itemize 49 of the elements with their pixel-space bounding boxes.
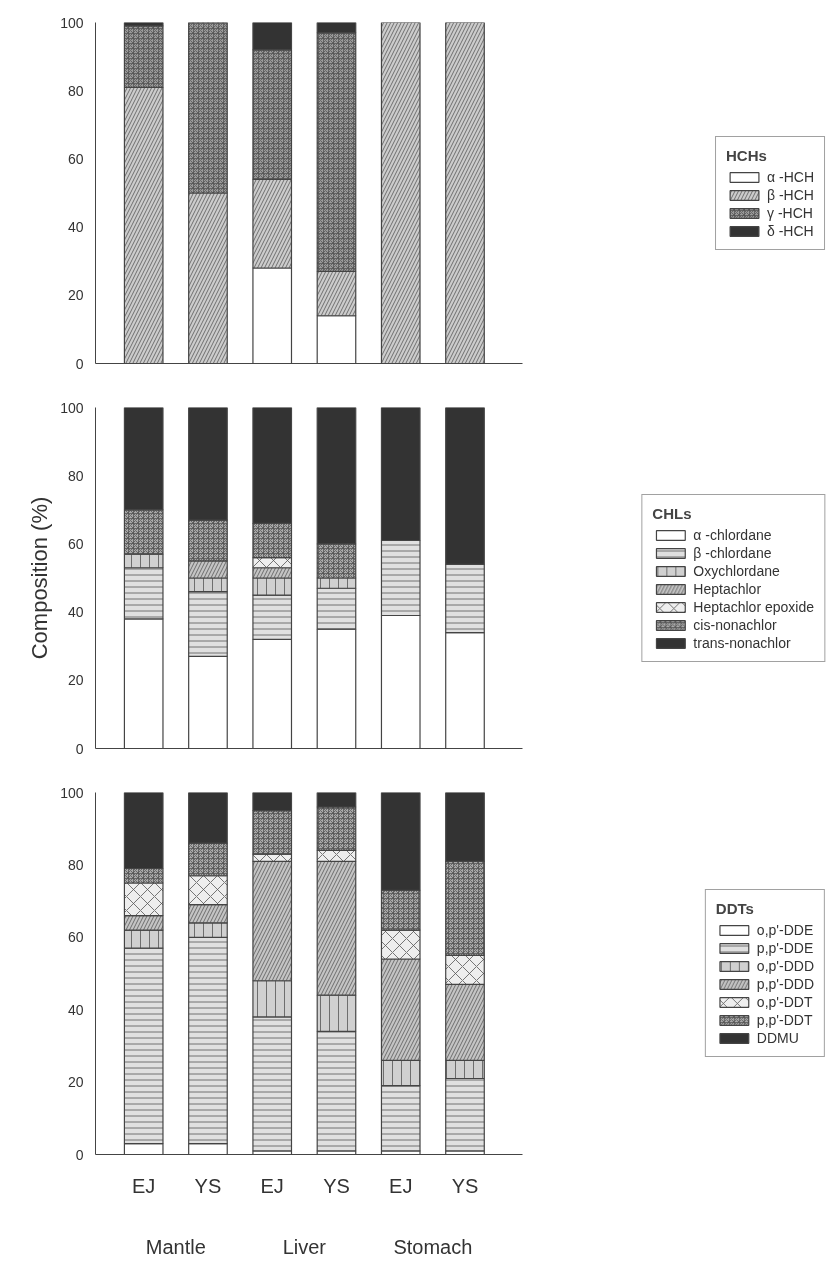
y-tick-label: 100 bbox=[60, 784, 84, 801]
y-tick-label: 20 bbox=[67, 1074, 84, 1091]
x-tick-label: EJ bbox=[132, 1174, 156, 1197]
y-tick-label: 40 bbox=[67, 219, 84, 236]
legend-label: Heptachlor bbox=[693, 580, 762, 597]
legend-label: β -HCH bbox=[767, 186, 814, 203]
y-axis-title: Composition (%) bbox=[27, 496, 53, 660]
x-tick-label: YS bbox=[323, 1174, 350, 1197]
legend-label: α -chlordane bbox=[693, 526, 772, 543]
y-tick-label: 100 bbox=[60, 399, 84, 416]
legend-label: o,p'-DDD bbox=[756, 958, 814, 974]
y-tick-label: 100 bbox=[60, 14, 84, 31]
legend-label: trans-nonachlor bbox=[693, 634, 791, 651]
y-tick-label: 0 bbox=[75, 355, 84, 372]
text: Liver bbox=[282, 1235, 327, 1258]
y-tick-label: 80 bbox=[67, 856, 84, 873]
legend-label: γ -HCH bbox=[767, 204, 813, 221]
y-tick-label: 0 bbox=[75, 1146, 84, 1163]
legend-label: DDMU bbox=[756, 1030, 799, 1046]
text: Mantle bbox=[145, 1235, 206, 1258]
legend-label: cis-nonachlor bbox=[693, 616, 777, 633]
legend-label: o,p'-DDE bbox=[756, 922, 814, 938]
x-tick-label: EJ bbox=[389, 1174, 413, 1197]
legend-title: DDTs bbox=[715, 900, 755, 917]
legend-label: Heptachlor epoxide bbox=[693, 598, 814, 615]
text: Stomach bbox=[393, 1235, 473, 1258]
x-tick-label: EJ bbox=[260, 1174, 284, 1197]
legend-label: Oxychlordane bbox=[693, 562, 780, 579]
legend-label: p,p'-DDD bbox=[756, 976, 814, 992]
legend-label: α -HCH bbox=[767, 168, 814, 185]
legend-label: p,p'-DDE bbox=[756, 940, 814, 956]
y-tick-label: 60 bbox=[67, 535, 84, 552]
legend-label: β -chlordane bbox=[693, 544, 772, 561]
y-tick-label: 20 bbox=[67, 672, 84, 689]
legend-label: o,p'-DDT bbox=[756, 994, 813, 1010]
y-tick-label: 80 bbox=[67, 82, 84, 99]
y-tick-label: 40 bbox=[67, 1001, 84, 1018]
y-tick-label: 40 bbox=[67, 604, 84, 621]
y-tick-label: 80 bbox=[67, 467, 84, 484]
x-tick-label: YS bbox=[451, 1174, 479, 1197]
y-tick-label: 60 bbox=[67, 929, 84, 946]
x-tick-label: YS bbox=[194, 1174, 222, 1197]
y-tick-label: 0 bbox=[75, 740, 84, 757]
y-tick-label: 60 bbox=[67, 150, 84, 167]
y-tick-label: 20 bbox=[67, 287, 84, 304]
legend-title: CHLs bbox=[652, 504, 693, 522]
legend-title: HCHs bbox=[726, 146, 768, 164]
legend-label: δ -HCH bbox=[767, 222, 814, 239]
legend-label: p,p'-DDT bbox=[756, 1012, 813, 1028]
